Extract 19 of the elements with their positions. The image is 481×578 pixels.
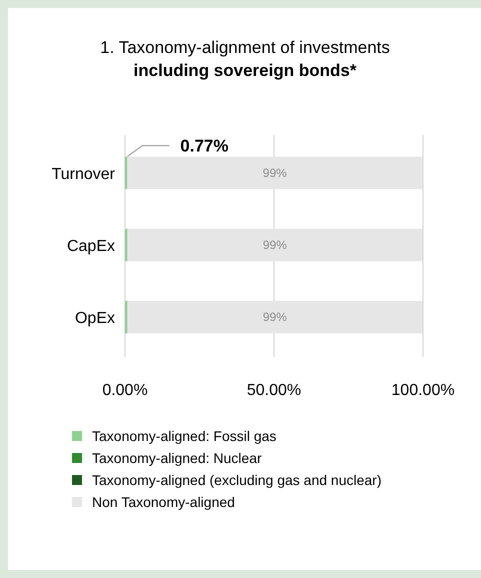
bar: [127, 228, 422, 262]
y-tick-label: CapEx: [66, 238, 115, 255]
bar: [127, 156, 422, 190]
legend-label: Taxonomy-aligned: Fossil gas: [92, 428, 276, 444]
legend-label: Non Taxonomy-aligned: [92, 494, 235, 510]
chart-title: 1. Taxonomy-alignment of investments: [100, 38, 390, 57]
data-label: 99%: [262, 166, 288, 180]
legend-label: Taxonomy-aligned: Nuclear: [92, 450, 262, 466]
bar: [127, 300, 422, 334]
y-tick-label: Turnover: [52, 166, 116, 183]
legend-label: Taxonomy-aligned (excluding gas and nuclear): [92, 472, 382, 488]
data-label: 99%: [262, 310, 288, 324]
chart-subtitle: including sovereign bonds*: [134, 61, 357, 80]
data-label: 0.77%: [180, 136, 228, 156]
data-label: 99%: [262, 238, 288, 252]
y-tick-label: OpEx: [74, 310, 115, 328]
x-tick-label: 0.00%: [102, 382, 148, 399]
x-tick-label: 50.00%: [246, 382, 302, 399]
x-tick-label: 100.00%: [391, 382, 455, 399]
